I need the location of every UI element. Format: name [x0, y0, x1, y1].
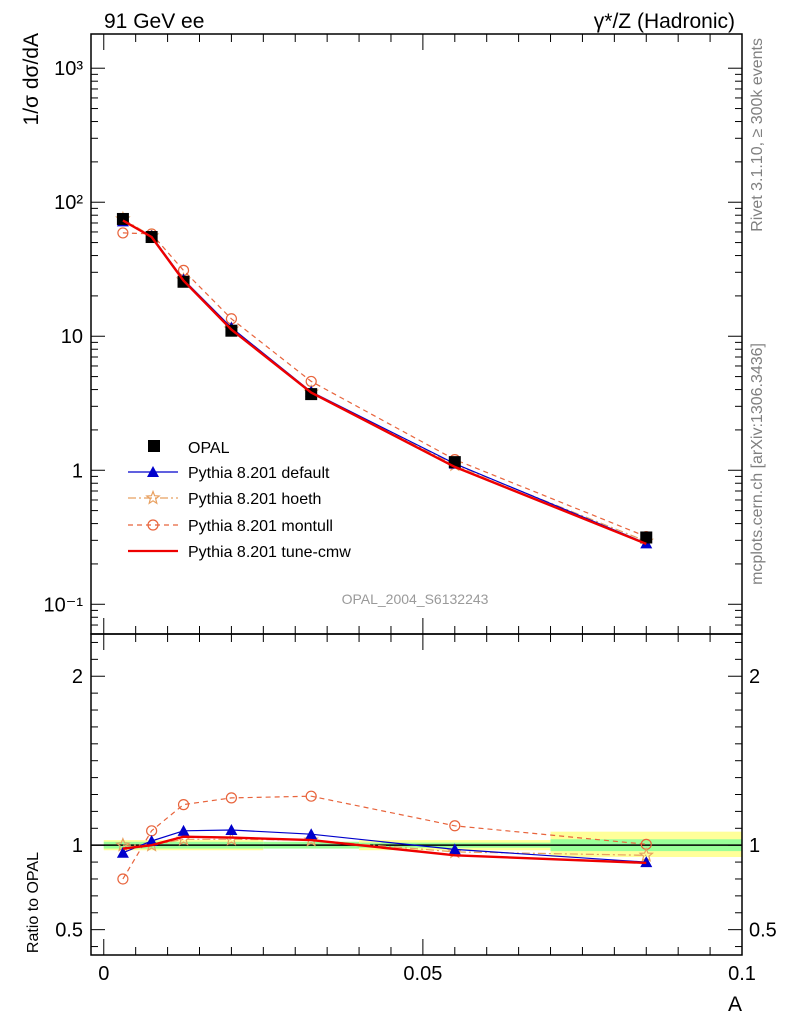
- top-point-montull: [117, 227, 129, 239]
- legend: OPAL Pythia 8.201 default Pythia 8.201 h…: [128, 440, 351, 561]
- legend-label-montull: Pythia 8.201 montull: [188, 518, 333, 535]
- bottom-ytick-label-right: 0.5: [749, 920, 777, 942]
- top-line-4: [122, 219, 647, 546]
- xtick-label: 0.1: [728, 963, 756, 985]
- bottom-panel-frame: [90, 633, 743, 956]
- ratio-point-montull: [225, 792, 238, 804]
- legend-label-cmw: Pythia 8.201 tune-cmw: [188, 544, 351, 561]
- rivet-version-label: Rivet 3.1.10, ≥ 300k events: [749, 38, 766, 232]
- top-point-opal: [640, 531, 653, 544]
- top-ytick-label: 1: [72, 460, 83, 482]
- ratio-point-default: [305, 828, 318, 840]
- xtick-label: 0.05: [403, 963, 442, 985]
- legend-label-opal: OPAL: [188, 440, 230, 457]
- ratio-point-montull: [117, 873, 129, 885]
- ratio-point-default: [225, 823, 238, 835]
- chart-layer: 10⁻¹ 1 10 10² 10³ 0 0.05 0.1 0.5 0.5 1 1 2 2: [44, 33, 777, 985]
- top-ytick-label: 10²: [54, 192, 83, 214]
- legend-marker-montull: [147, 519, 159, 531]
- ratio-point-default: [177, 824, 190, 836]
- legend-marker-default: [147, 466, 159, 477]
- xtick-label: 0: [98, 963, 109, 985]
- bottom-ylabel: Ratio to OPAL: [25, 852, 42, 953]
- bottom-ytick-label-left: 0.5: [55, 920, 83, 942]
- mcplots-label: mcplots.cern.ch [arXiv:1306.3436]: [749, 343, 766, 585]
- top-ytick-label: 10⁻¹: [44, 594, 84, 616]
- legend-label-hoeth: Pythia 8.201 hoeth: [188, 491, 321, 508]
- analysis-label: OPAL_2004_S6132243: [342, 591, 489, 607]
- ratio-point-montull: [177, 799, 190, 811]
- ratio-point-montull: [305, 790, 317, 802]
- legend-marker-hoeth: [145, 489, 161, 505]
- top-ylabel: 1/σ dσ/dA: [20, 33, 43, 125]
- ratio-point-montull: [449, 820, 461, 832]
- ratio-point-default: [448, 843, 461, 855]
- bottom-ytick-label-right: 1: [749, 835, 760, 857]
- legend-marker-opal: [148, 440, 160, 452]
- header-left: 91 GeV ee: [104, 10, 204, 33]
- legend-label-default: Pythia 8.201 default: [188, 465, 330, 482]
- bottom-ytick-label-right: 2: [749, 666, 760, 688]
- top-ytick-label: 10: [61, 326, 83, 348]
- bottom-ytick-label-left: 2: [72, 666, 83, 688]
- ratio-line-2: [122, 795, 647, 880]
- top-ytick-label: 10³: [54, 58, 83, 80]
- ratio-point-default: [640, 856, 653, 868]
- bottom-ytick-label-left: 1: [72, 835, 83, 857]
- ratio-point-default: [116, 846, 129, 858]
- header-right: γ*/Z (Hadronic): [594, 10, 735, 33]
- xlabel: A: [728, 993, 742, 1016]
- ratio-line-3: [122, 835, 647, 865]
